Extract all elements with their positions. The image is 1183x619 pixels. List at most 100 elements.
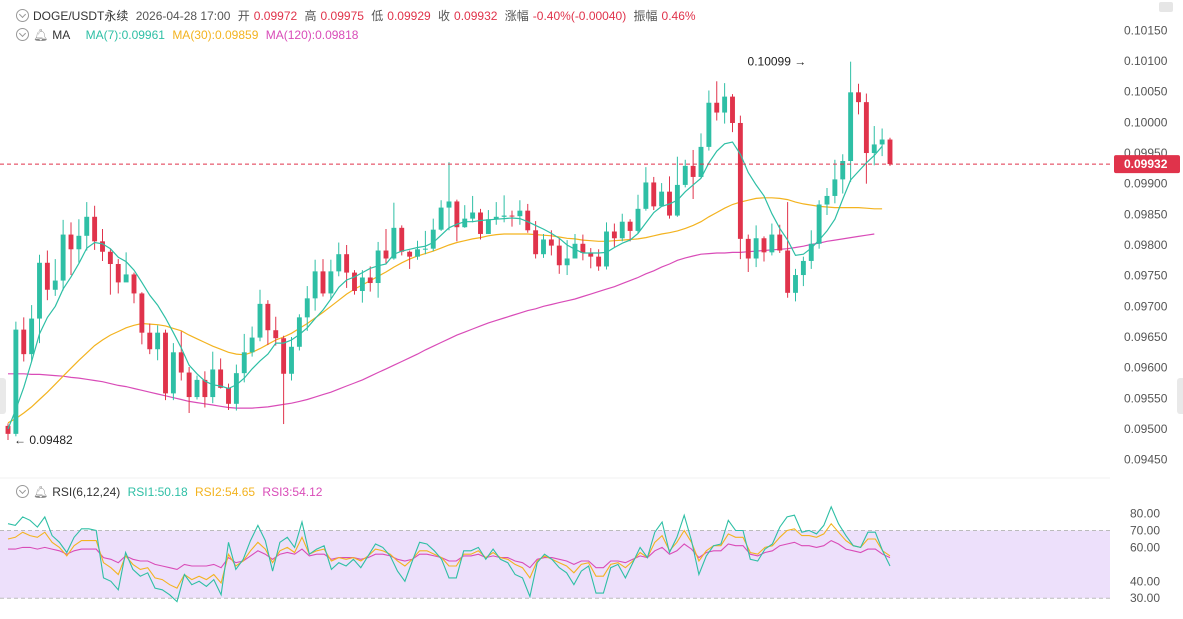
price-axis-tick: 0.09550 xyxy=(1124,391,1168,405)
candle-body xyxy=(37,262,42,319)
candle-body xyxy=(304,298,310,318)
low-label: 低 xyxy=(371,9,384,23)
candle-body xyxy=(107,251,113,265)
price-axis-tick: 0.09650 xyxy=(1124,330,1168,344)
candle-body xyxy=(5,425,11,434)
candle-body xyxy=(84,216,90,236)
price-axis-tick: 0.09450 xyxy=(1124,453,1168,467)
candle-body xyxy=(352,272,357,291)
candle-body xyxy=(863,102,869,154)
candle-body xyxy=(588,252,594,257)
candle-body xyxy=(871,144,877,154)
ma120-value: MA(120):0.09818 xyxy=(265,28,359,42)
low-value: 0.09929 xyxy=(387,9,431,23)
rsi2-line xyxy=(7,522,891,589)
low-price-marker: ← 0.09482 xyxy=(14,433,73,447)
candle-body xyxy=(430,229,436,249)
candle-body xyxy=(68,234,74,250)
rsi-axis-tick: 60.00 xyxy=(1130,540,1160,554)
price-axis-tick: 0.10000 xyxy=(1124,115,1168,129)
candle-body xyxy=(525,210,531,231)
candle-body xyxy=(336,254,342,272)
candle-body xyxy=(194,379,200,398)
price-axis-tick: 0.09850 xyxy=(1124,207,1168,221)
scroll-left-handle[interactable] xyxy=(0,378,6,414)
price-axis-bg xyxy=(1110,0,1183,619)
price-axis-tick: 0.09500 xyxy=(1124,422,1168,436)
candle-body xyxy=(241,352,247,374)
candle-body xyxy=(115,264,121,283)
candle-body xyxy=(485,219,491,234)
price-axis-tick: 0.09800 xyxy=(1124,238,1168,252)
candle-body xyxy=(210,369,216,398)
candle-body xyxy=(659,191,665,207)
candle-body xyxy=(438,207,444,230)
candle-body xyxy=(730,96,735,123)
candle-body xyxy=(714,102,720,113)
bell-icon[interactable]: 🔔︎ xyxy=(33,28,49,42)
high-label: 高 xyxy=(304,9,317,23)
price-axis-tick: 0.09700 xyxy=(1124,299,1168,313)
candle-body xyxy=(21,329,27,355)
candle-body xyxy=(202,379,208,398)
rsi2-value: RSI2:54.65 xyxy=(195,485,256,499)
candle-body xyxy=(139,293,145,333)
high-value: 0.09975 xyxy=(320,9,364,23)
rsi-label[interactable]: RSI(6,12,24) xyxy=(52,485,121,499)
candle-body xyxy=(186,372,192,398)
candle-body xyxy=(509,215,515,217)
price-axis-tick: 0.09900 xyxy=(1124,177,1168,191)
candle-body xyxy=(415,249,420,257)
candle-body xyxy=(682,165,688,185)
candle-body xyxy=(155,332,161,350)
candle-body xyxy=(501,215,507,217)
candle-body xyxy=(493,216,499,220)
ma30-value: MA(30):0.09859 xyxy=(172,28,259,42)
candle-body xyxy=(399,227,405,252)
candle-body xyxy=(100,241,105,252)
candle-body xyxy=(761,238,767,253)
rsi-axis-tick: 40.00 xyxy=(1130,574,1160,588)
symbol-label: DOGE/USDT永续 xyxy=(33,9,129,23)
candle-body xyxy=(848,92,854,161)
ma-label[interactable]: MA xyxy=(52,28,71,42)
candle-body xyxy=(178,352,184,373)
candle-body xyxy=(296,317,302,347)
scroll-right-handle[interactable] xyxy=(1177,378,1183,414)
candle-body xyxy=(556,245,562,266)
price-axis-tick: 0.10150 xyxy=(1124,23,1168,37)
candle-body xyxy=(320,271,326,294)
candle-body xyxy=(745,238,751,259)
ma-collapse-icon[interactable] xyxy=(16,28,29,41)
ma7-value: MA(7):0.09961 xyxy=(85,28,165,42)
candle-body xyxy=(367,277,373,284)
candle-body xyxy=(312,271,318,299)
candle-body xyxy=(131,274,137,294)
candle-body xyxy=(383,250,389,259)
current-price-tag xyxy=(1114,155,1180,174)
collapse-toggle-icon[interactable] xyxy=(16,9,29,22)
candle-body xyxy=(289,346,294,374)
candle-body xyxy=(52,280,58,290)
candle-body xyxy=(170,352,176,394)
candle-body xyxy=(580,243,586,253)
rsi3-value: RSI3:54.12 xyxy=(262,485,323,499)
candle-body xyxy=(856,92,861,103)
candle-body xyxy=(824,195,830,205)
candle-body xyxy=(793,275,798,293)
open-value: 0.09972 xyxy=(253,9,298,23)
candle-body xyxy=(737,122,743,239)
candle-body xyxy=(564,258,570,266)
ma7-line xyxy=(7,141,883,430)
rsi1-line xyxy=(7,505,891,603)
candle-body xyxy=(454,201,460,228)
candle-body xyxy=(769,234,775,253)
amplitude-value: 0.46% xyxy=(661,9,696,23)
candle-body xyxy=(60,234,66,281)
candle-body xyxy=(470,212,476,219)
candle-body xyxy=(643,182,649,209)
rsi-collapse-icon[interactable] xyxy=(16,485,29,498)
watermark-logo xyxy=(1159,2,1173,12)
rsi-bell-icon[interactable]: 🔔︎ xyxy=(33,485,49,499)
